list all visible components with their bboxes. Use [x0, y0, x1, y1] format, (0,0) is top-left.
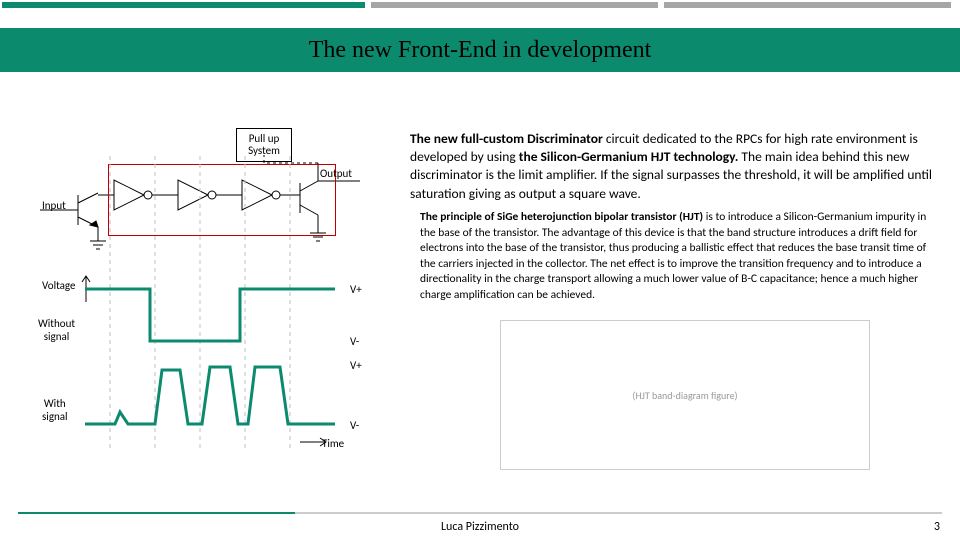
accent-bar-3 [664, 2, 951, 8]
bold-sige-tech: the Silicon-Germanium HJT technology. [519, 148, 739, 165]
paragraph-hjt: The principle of SiGe heterojunction bip… [420, 210, 940, 303]
page-number: 3 [934, 520, 940, 534]
bold-discriminator: The new full-custom Discriminator [410, 130, 603, 147]
bold-hjt-principle: The principle of SiGe heterojunction bip… [420, 210, 703, 224]
hjt-band-diagram: (HJT band-diagram figure) [500, 320, 870, 470]
footer-author: Luca Pizzimento [0, 520, 960, 534]
waveform-with-signal [0, 0, 400, 460]
paragraph-discriminator: The new full-custom Discriminator circui… [410, 130, 940, 203]
accent-bar-2 [371, 2, 658, 8]
footer-rule [18, 512, 942, 514]
time-axis-arrow [300, 436, 330, 448]
